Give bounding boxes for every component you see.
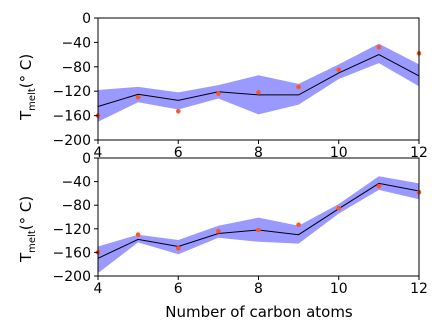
- top-xtick-label: 10: [330, 145, 348, 161]
- top-ytick-label: 0: [82, 11, 91, 27]
- top-ylabel-main: T: [17, 110, 35, 121]
- bottom-xtick-label: 8: [254, 281, 263, 297]
- top-ytick-label: −40: [61, 35, 91, 51]
- bottom-xtick-label: 10: [330, 281, 348, 297]
- top-data-point: [176, 109, 181, 114]
- top-ytick-label: −120: [53, 84, 91, 100]
- top-ylabel: Tmelt(° C): [17, 54, 38, 121]
- bottom-data-point: [336, 205, 342, 211]
- top-xtick-label: 4: [94, 145, 103, 161]
- top-data-point: [336, 67, 342, 73]
- top-data-point: [135, 95, 141, 100]
- bottom-ytick-label: −160: [53, 245, 91, 261]
- bottom-ytick-label: −80: [61, 198, 91, 214]
- bottom-axes-frame: [97, 157, 420, 277]
- top-ytick-label: −200: [53, 133, 91, 149]
- bottom-data-point: [176, 246, 181, 251]
- top-ytick-label: −160: [53, 109, 91, 125]
- bottom-data-point: [216, 228, 221, 234]
- bottom-ylabel: Tmelt(° C): [17, 196, 38, 263]
- top-ylabel-unit: (° C): [17, 54, 35, 88]
- bottom-data-point: [376, 184, 382, 189]
- bottom-xtick-label: 4: [94, 281, 103, 297]
- top-xtick-label: 6: [174, 145, 183, 161]
- bottom-data-point: [256, 227, 261, 233]
- bottom-ylabel-sub: melt: [27, 230, 38, 253]
- top-ylabel-sub: melt: [27, 88, 38, 111]
- bottom-ytick-label: 0: [82, 151, 91, 167]
- top-data-point: [376, 45, 382, 50]
- bottom-data-point: [135, 232, 141, 237]
- bottom-ytick-label: −120: [53, 222, 91, 238]
- bottom-data-point: [296, 222, 301, 227]
- top-uncertainty-band: [98, 43, 419, 122]
- bottom-ylabel-main: T: [17, 252, 35, 263]
- top-data-point: [216, 91, 221, 96]
- top-xtick-label: 12: [410, 145, 428, 161]
- bottom-ylabel-unit: (° C): [17, 196, 35, 230]
- x-axis-label: Number of carbon atoms: [165, 303, 353, 321]
- top-xtick-label: 8: [254, 145, 263, 161]
- top-data-point: [296, 84, 301, 90]
- bottom-xtick-label: 6: [174, 281, 183, 297]
- bottom-ytick-label: −40: [61, 175, 91, 191]
- top-prediction-line: [97, 54, 420, 107]
- top-ytick-label: −80: [61, 60, 91, 76]
- bottom-ytick-label: −200: [53, 269, 91, 285]
- bottom-uncertainty-band: [98, 176, 419, 274]
- bottom-xtick-label: 12: [410, 281, 428, 297]
- top-data-point: [256, 90, 261, 95]
